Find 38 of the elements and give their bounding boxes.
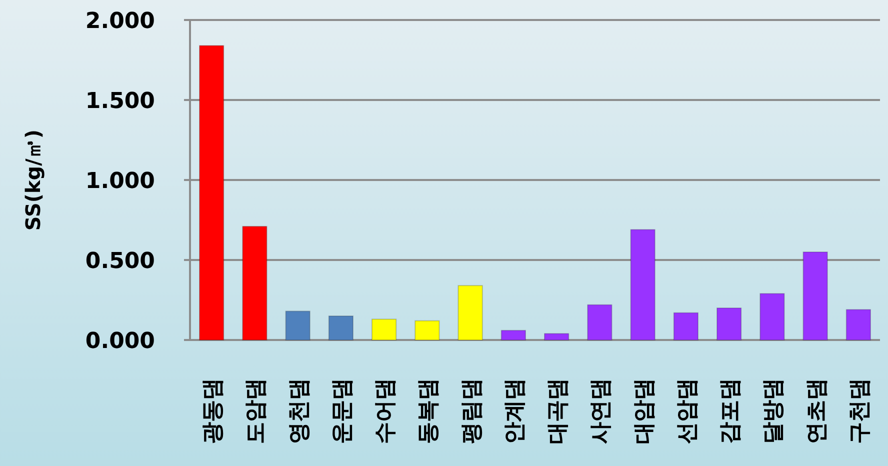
y-tick-label: 0.000 xyxy=(85,329,155,354)
y-tick-label: 2.000 xyxy=(85,9,155,34)
x-tick-label: 선암댐 xyxy=(674,378,700,444)
x-tick-label: 사연댐 xyxy=(588,378,614,444)
x-tick-label: 달방댐 xyxy=(761,378,786,444)
bar xyxy=(198,45,224,340)
x-tick-label: 운문댐 xyxy=(330,378,355,444)
bar xyxy=(458,285,483,340)
y-axis-title: SS(kg/㎥) xyxy=(21,129,45,231)
x-tick-label: 감포댐 xyxy=(718,378,744,444)
bar xyxy=(673,312,699,340)
x-tick-label: 도암댐 xyxy=(244,378,269,444)
x-tick-label: 평림댐 xyxy=(459,378,484,444)
x-tick-label: 동복댐 xyxy=(416,378,442,444)
y-tick-label: 1.500 xyxy=(85,89,155,114)
bar xyxy=(846,309,872,340)
x-tick-label: 대곡댐 xyxy=(546,378,571,444)
y-tick-label: 0.500 xyxy=(85,249,155,274)
bar xyxy=(630,229,656,340)
bar xyxy=(587,304,612,340)
bar xyxy=(328,316,354,340)
x-tick-label: 연초댐 xyxy=(804,378,830,444)
x-tick-label: 광동댐 xyxy=(200,378,226,444)
bar xyxy=(716,308,742,340)
bar xyxy=(544,333,570,340)
y-tick-label: 1.000 xyxy=(85,169,155,194)
bar xyxy=(760,293,785,340)
bar xyxy=(414,320,440,340)
bar xyxy=(242,226,268,340)
bar xyxy=(500,330,526,340)
x-tick-label: 대암댐 xyxy=(632,378,657,444)
x-tick-label: 안계댐 xyxy=(502,378,528,444)
bar xyxy=(285,310,310,340)
bar xyxy=(802,252,828,340)
x-tick-label: 수어댐 xyxy=(373,378,398,444)
bar xyxy=(371,318,397,340)
x-tick-label: 영천댐 xyxy=(286,378,312,444)
x-tick-label: 구천댐 xyxy=(847,378,872,444)
